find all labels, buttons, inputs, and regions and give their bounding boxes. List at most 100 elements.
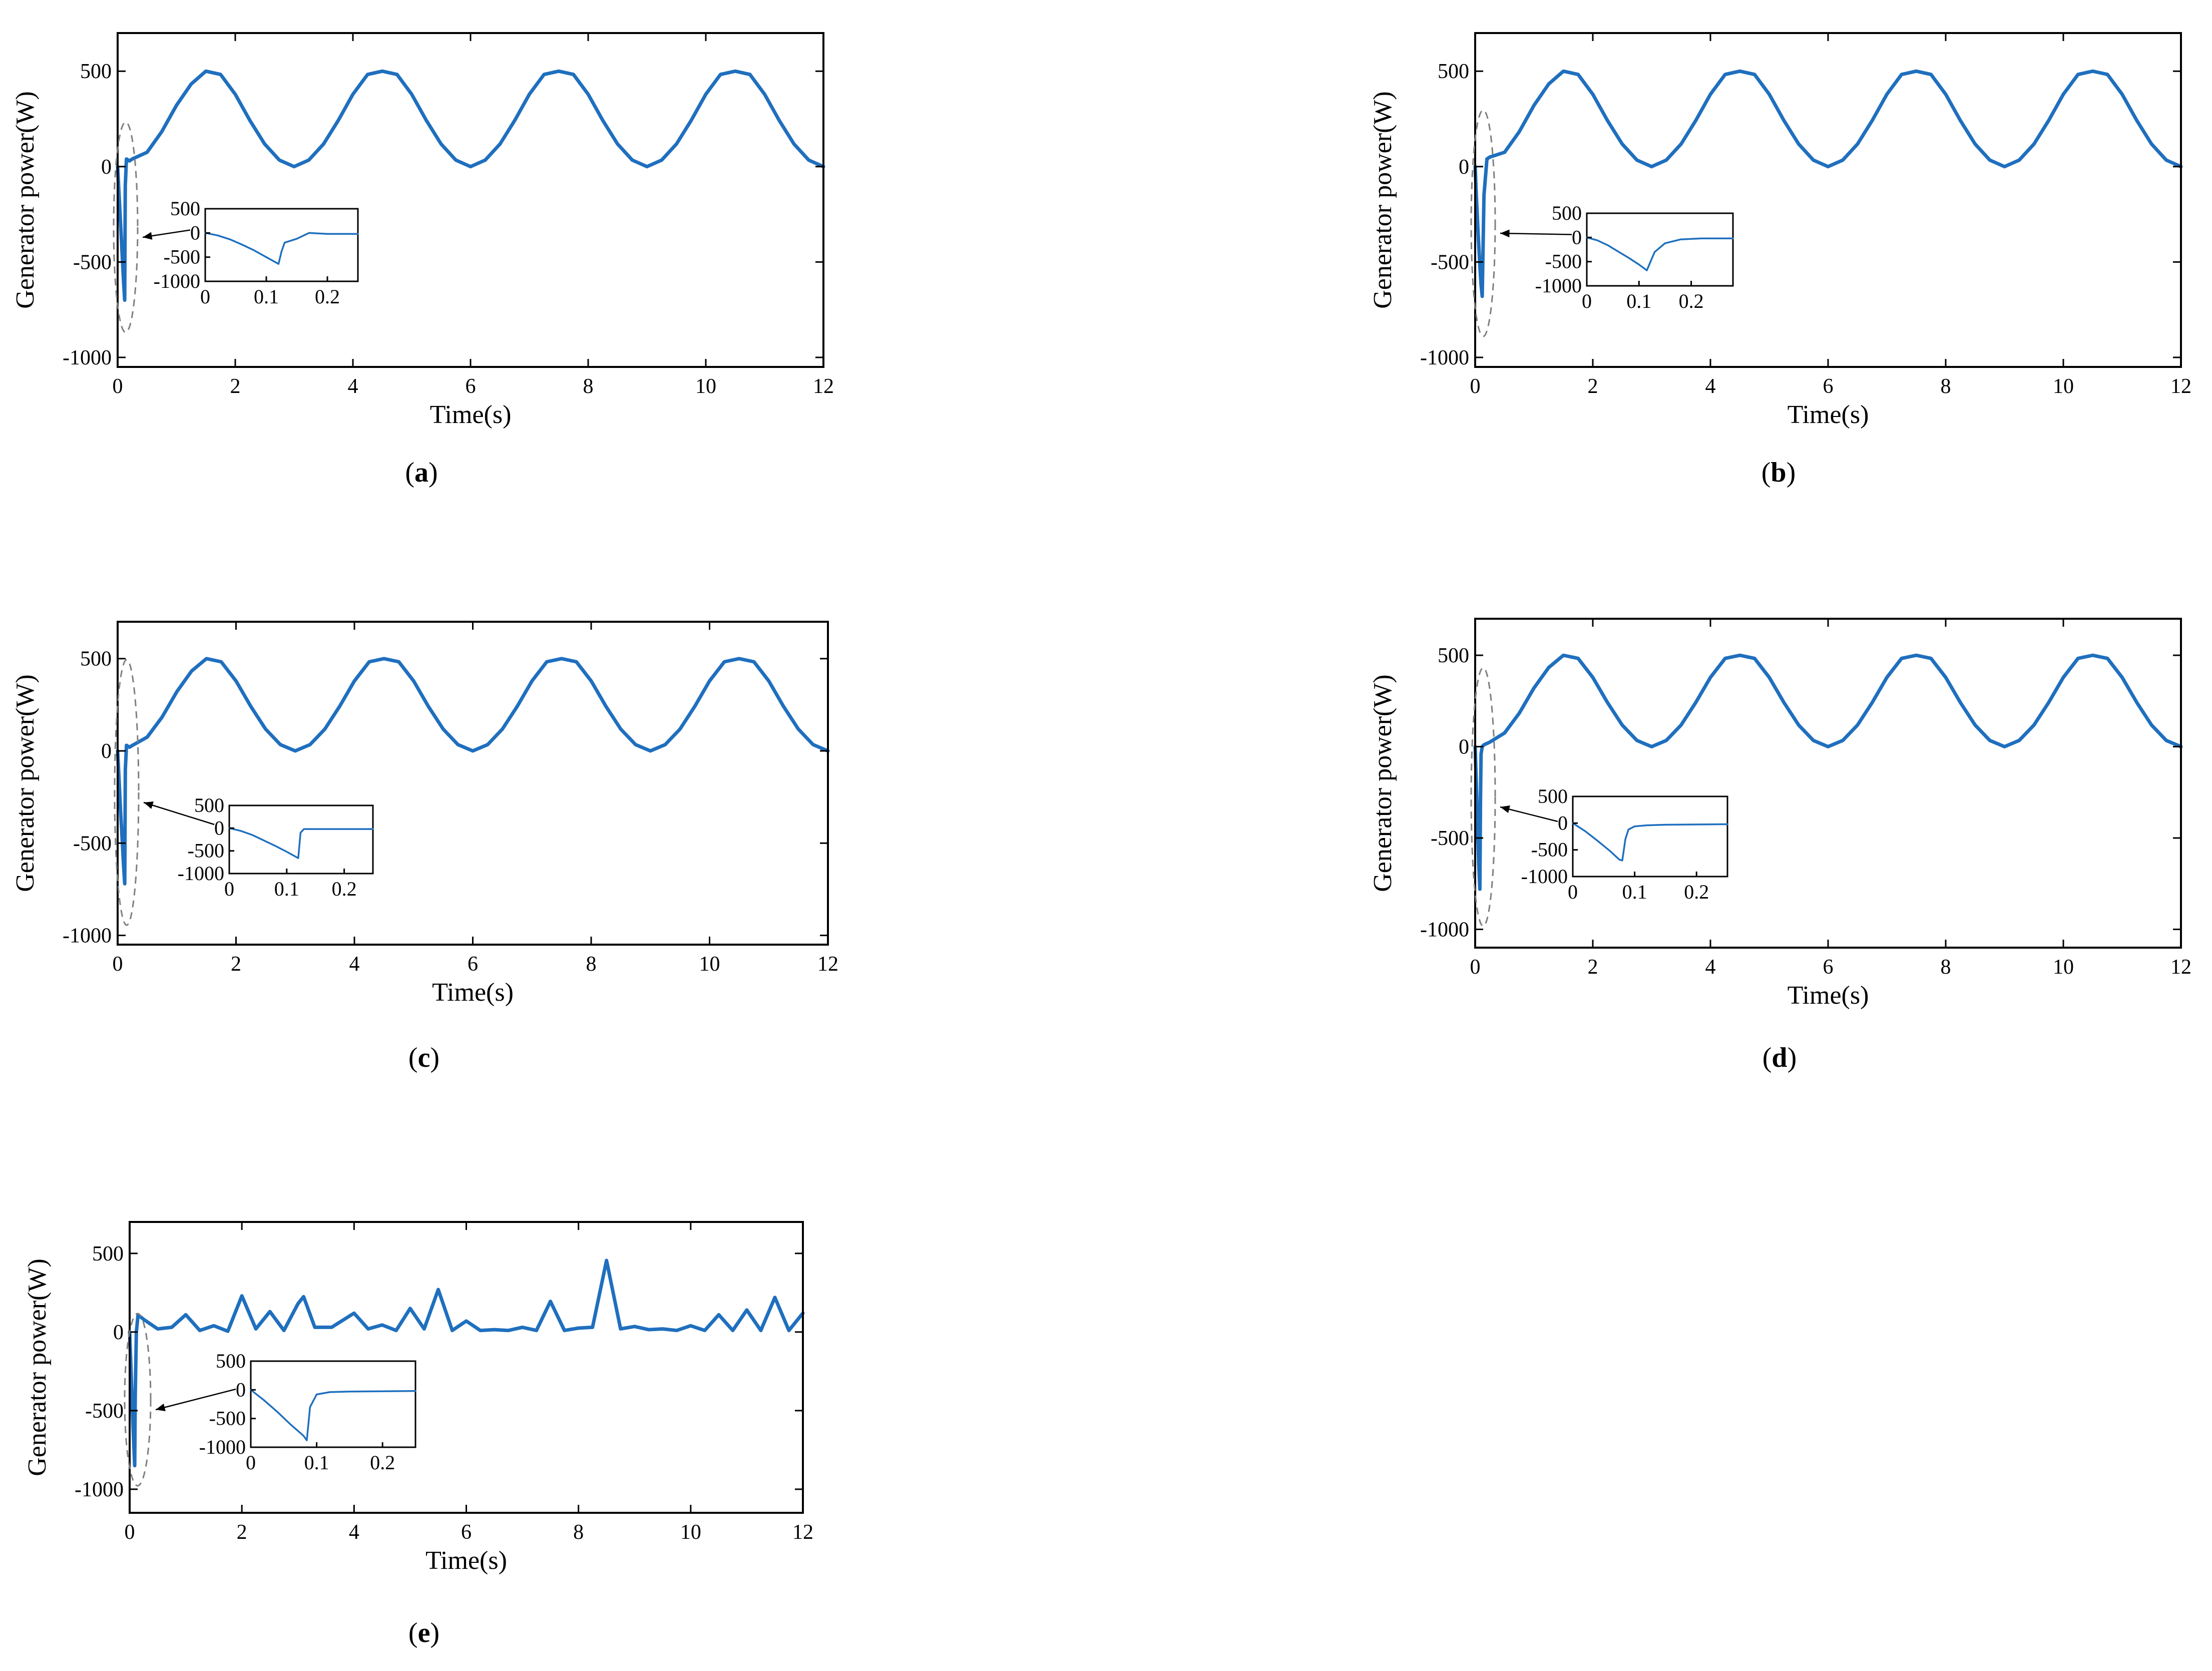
inset-y-tick-label: 0	[1558, 811, 1568, 834]
x-tick-label: 12	[817, 953, 838, 976]
y-tick-label: 500	[92, 1242, 124, 1266]
x-axis-label: Time(s)	[425, 1546, 507, 1575]
y-axis-label: Generator power(W)	[1369, 91, 1397, 309]
series-line	[1473, 69, 2183, 298]
x-tick-label: 4	[1705, 375, 1716, 398]
x-tick-label: 0	[1470, 956, 1481, 979]
inset-x-tick-label: 0.1	[304, 1451, 329, 1474]
y-axis-label: Generator power(W)	[1369, 674, 1397, 892]
inset-frame	[1572, 795, 1728, 878]
x-tick-label: 12	[792, 1521, 813, 1544]
inset-y-tick-label: -500	[1531, 839, 1568, 861]
inset-series-line	[228, 827, 374, 859]
inset-y-tick-label: -1000	[199, 1436, 246, 1458]
plot-area-frame	[1474, 32, 2182, 368]
x-tick-label: 6	[466, 375, 476, 398]
x-tick-label: 10	[2053, 375, 2074, 398]
zoom-region-ellipse	[124, 1313, 152, 1487]
inset-y-tick-label: -1000	[1535, 274, 1582, 297]
x-axis-label: Time(s)	[1788, 400, 1869, 429]
inset-x-tick-label: 0.1	[1626, 290, 1651, 312]
y-tick-label: 500	[80, 60, 112, 83]
inset-x-tick-label: 0	[1568, 881, 1578, 903]
y-tick-label: 0	[101, 740, 112, 763]
inset-y-tick-label: 0	[236, 1378, 246, 1401]
inset-frame	[204, 208, 359, 282]
inset-y-tick-label: 0	[1572, 226, 1582, 248]
y-axis-label: Generator power(W)	[11, 674, 40, 892]
plot-area-frame	[117, 32, 824, 368]
x-tick-label: 2	[230, 375, 241, 398]
inset-frame	[250, 1360, 416, 1448]
inset-x-tick-label: 0	[200, 285, 210, 308]
y-tick-label: 0	[113, 1321, 124, 1344]
y-tick-label: -1000	[63, 346, 112, 369]
x-tick-label: 4	[349, 953, 360, 976]
x-tick-label: 6	[1823, 956, 1834, 979]
x-tick-label: 8	[1941, 375, 1951, 398]
x-tick-label: 12	[813, 375, 834, 398]
x-axis-label: Time(s)	[430, 400, 512, 429]
x-tick-label: 10	[699, 953, 720, 976]
zoom-pointer-arrow	[155, 1388, 236, 1411]
x-tick-label: 12	[2170, 956, 2191, 979]
y-tick-label: -1000	[63, 925, 112, 948]
x-tick-label: 8	[573, 1521, 584, 1544]
panel-caption: (d)	[1762, 1042, 1797, 1073]
y-tick-label: 500	[80, 648, 112, 671]
y-tick-label: -500	[85, 1400, 124, 1423]
y-tick-label: 0	[1459, 736, 1469, 759]
x-tick-label: 10	[680, 1521, 701, 1544]
x-tick-label: 6	[1823, 375, 1834, 398]
inset-y-tick-label: -1000	[154, 270, 200, 292]
inset-x-tick-label: 0.2	[315, 285, 340, 308]
inset-x-tick-label: 0.2	[1684, 881, 1709, 903]
arrow-head	[1500, 805, 1510, 813]
inset-x-tick-label: 0.1	[254, 285, 279, 308]
y-tick-label: 0	[1459, 156, 1469, 179]
y-tick-label: -500	[1431, 251, 1469, 274]
inset-series-line	[1572, 822, 1728, 862]
inset-y-tick-label: -500	[1545, 250, 1582, 273]
x-axis-label: Time(s)	[432, 978, 514, 1007]
arrow-head	[144, 801, 154, 809]
zoom-pointer-arrow	[1500, 806, 1558, 822]
zoom-region-ellipse	[1470, 109, 1496, 337]
zoom-region-ellipse	[114, 659, 140, 926]
zoom-pointer-arrow	[1500, 232, 1572, 235]
inset-y-tick-label: -500	[164, 246, 200, 268]
inset-y-tick-label: 500	[194, 794, 224, 816]
zoom-pointer-arrow	[143, 801, 215, 825]
arrow-head	[143, 232, 153, 240]
x-tick-label: 6	[468, 953, 478, 976]
inset-y-tick-label: 0	[214, 816, 224, 839]
x-tick-label: 4	[1705, 956, 1716, 979]
inset-x-tick-label: 0	[1582, 290, 1592, 312]
inset-y-tick-label: 500	[1552, 202, 1582, 224]
inset-y-tick-label: -500	[188, 840, 224, 862]
inset-x-tick-label: 0.2	[1679, 290, 1704, 312]
inset-frame	[1586, 212, 1734, 287]
x-tick-label: 8	[583, 375, 594, 398]
x-tick-label: 0	[1470, 375, 1481, 398]
x-tick-label: 8	[1941, 956, 1951, 979]
x-tick-label: 4	[349, 1521, 359, 1544]
x-tick-label: 8	[586, 953, 597, 976]
panel-caption: (b)	[1761, 457, 1796, 488]
x-axis-label: Time(s)	[1788, 981, 1869, 1010]
inset-y-tick-label: 500	[1538, 785, 1568, 807]
inset-y-tick-label: 500	[170, 197, 200, 220]
panel-caption: (a)	[405, 457, 437, 488]
plot-area-frame	[1474, 618, 2182, 949]
inset-x-tick-label: 0.2	[332, 878, 357, 900]
inset-x-tick-label: 0.2	[370, 1451, 395, 1474]
x-tick-label: 0	[113, 375, 123, 398]
inset-series-line	[204, 232, 359, 265]
x-tick-label: 6	[461, 1521, 472, 1544]
inset-y-tick-label: 0	[190, 221, 200, 244]
